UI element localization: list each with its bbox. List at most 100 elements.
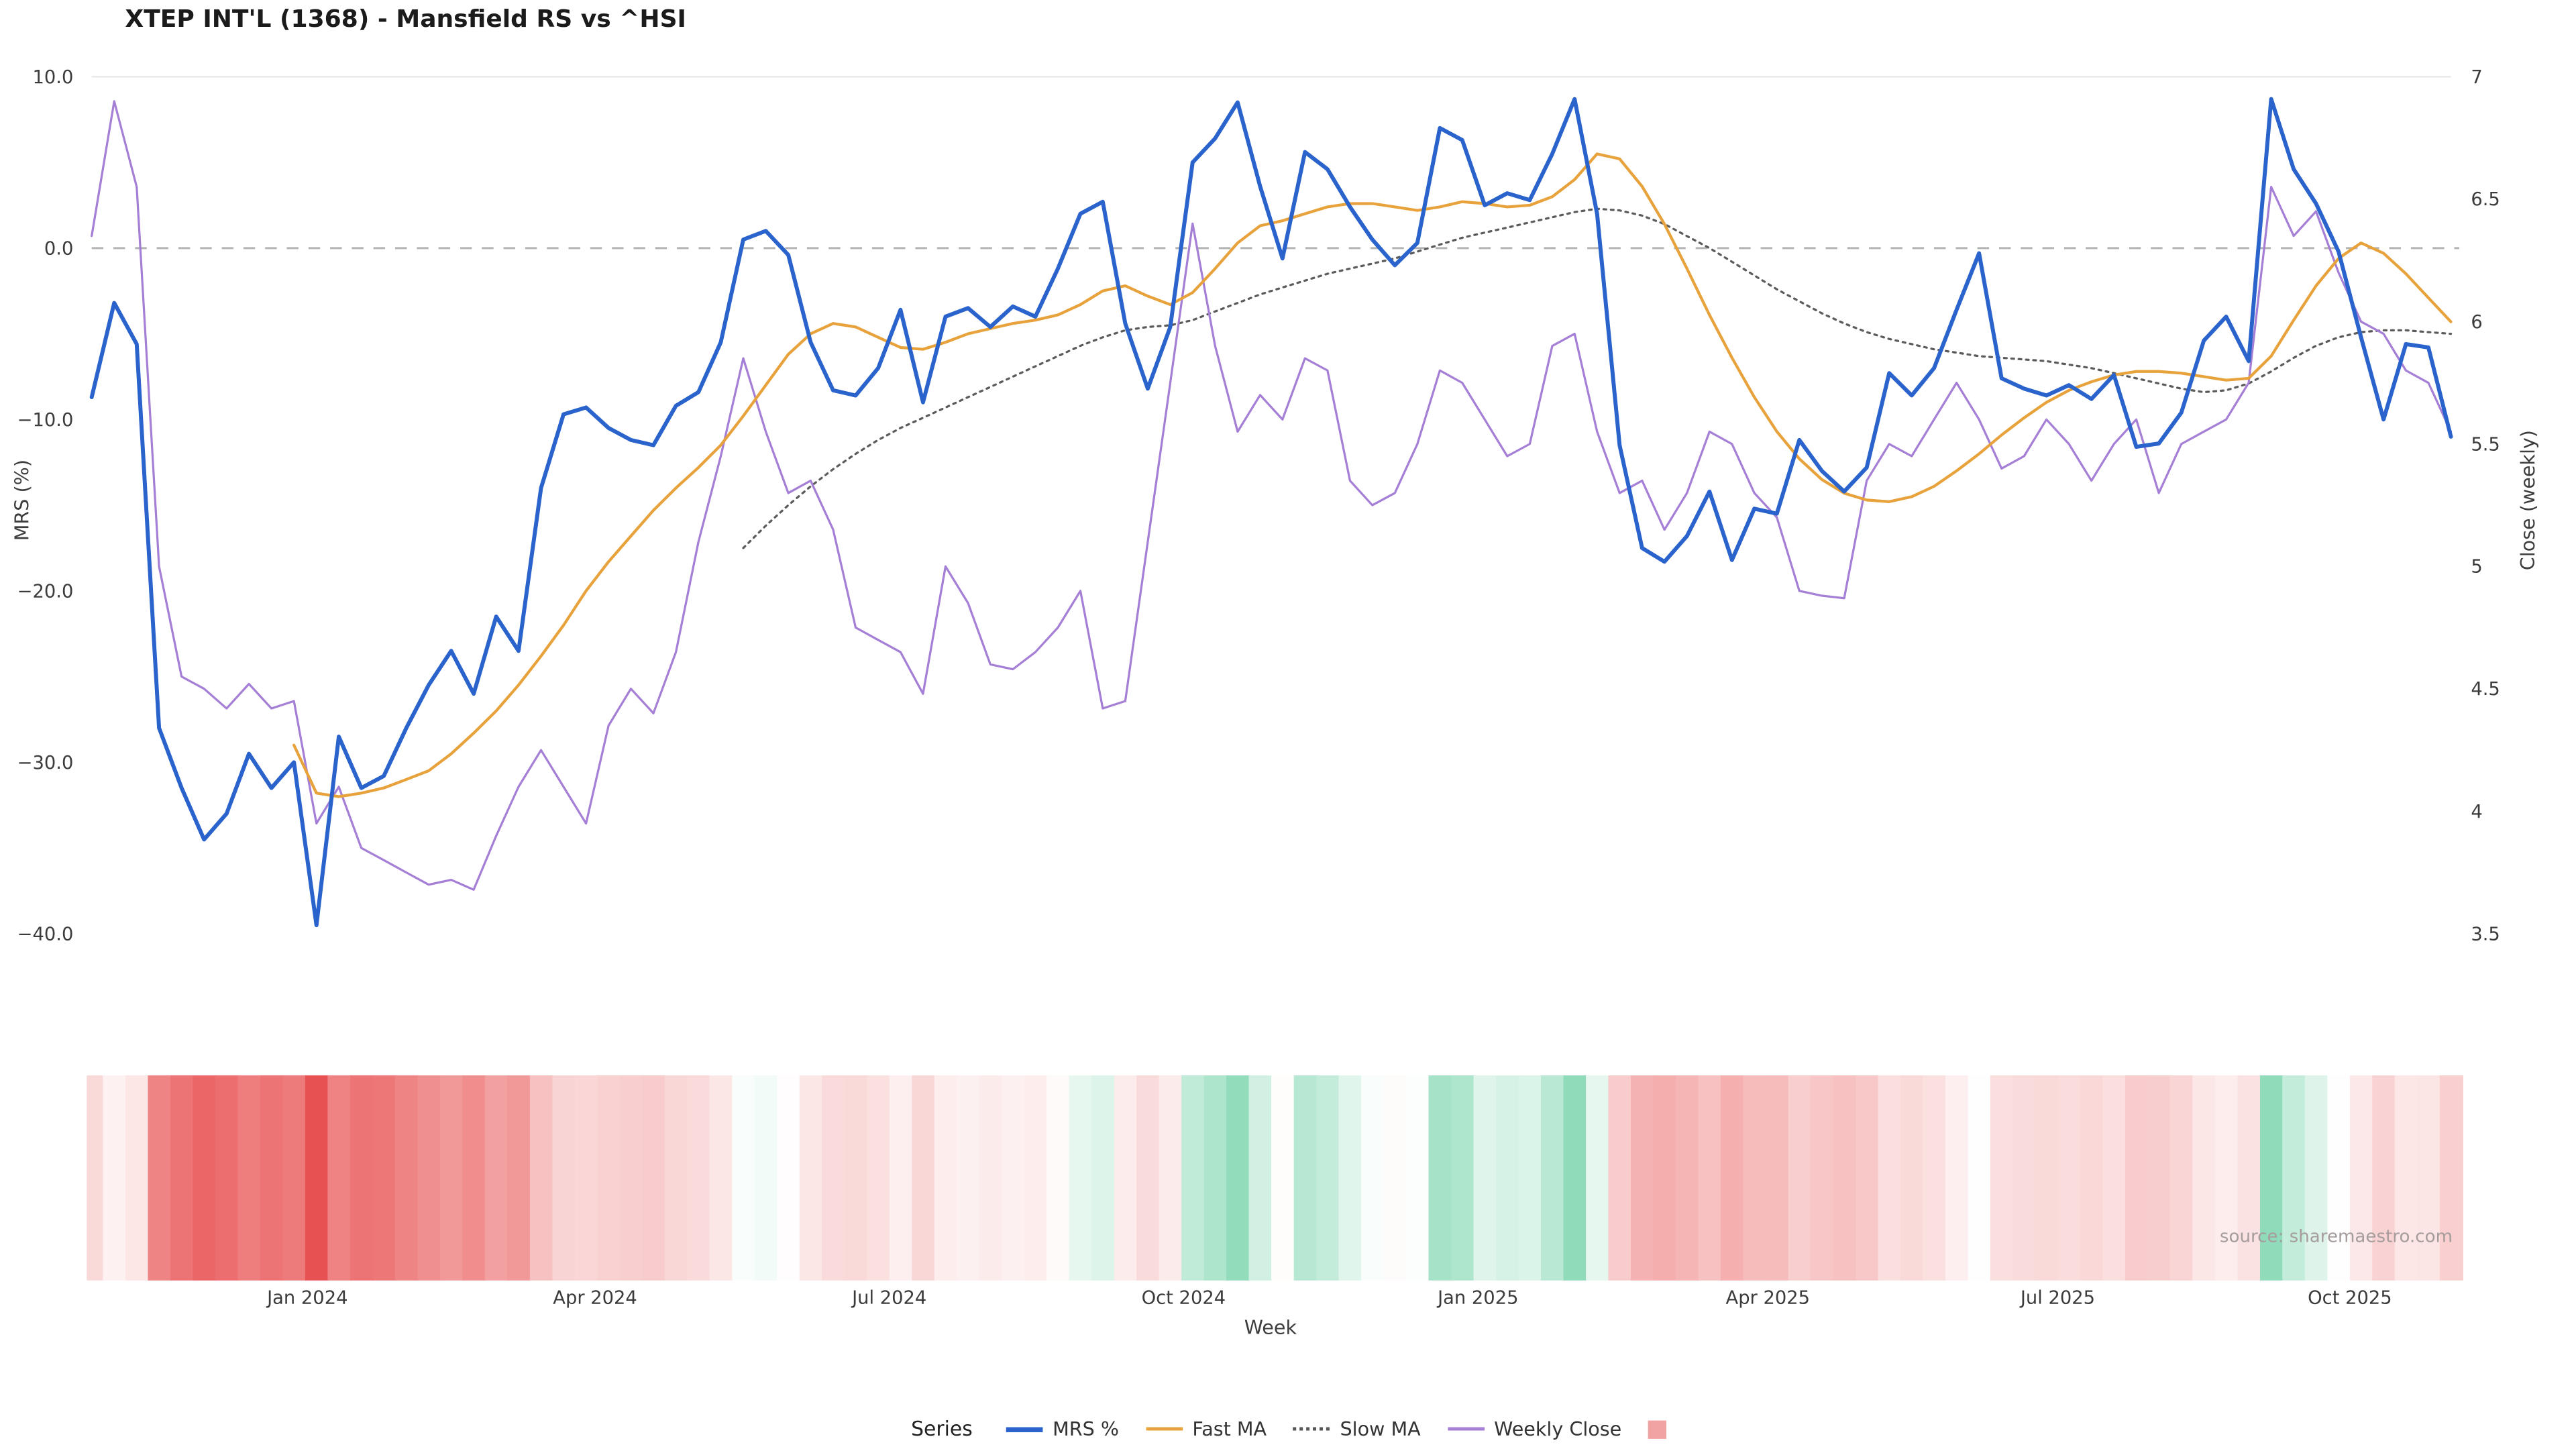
heatmap-cell bbox=[1473, 1075, 1497, 1281]
heatmap-cell bbox=[260, 1075, 284, 1281]
x-tick-label: Jan 2024 bbox=[266, 1288, 347, 1309]
heatmap-cell bbox=[1833, 1075, 1857, 1281]
heatmap-cell bbox=[1203, 1075, 1228, 1281]
heatmap-cell bbox=[1698, 1075, 1722, 1281]
legend-item-slow-ma[interactable]: Slow MA bbox=[1293, 1417, 1421, 1440]
heatmap-cell bbox=[1856, 1075, 1880, 1281]
y-axis-label-right: Close (weekly) bbox=[2516, 430, 2540, 571]
heatmap-cell bbox=[1226, 1075, 1250, 1281]
heatmap-cell bbox=[1069, 1075, 1093, 1281]
heatmap-cell bbox=[2439, 1075, 2463, 1281]
heatmap-cell bbox=[687, 1075, 711, 1281]
heatmap-cell bbox=[2012, 1075, 2037, 1281]
heatmap-cell bbox=[1338, 1075, 1362, 1281]
fast-ma-swatch bbox=[1145, 1427, 1183, 1431]
heatmap-cell bbox=[1630, 1075, 1655, 1281]
heatmap-cell bbox=[642, 1075, 666, 1281]
heatmap-cell bbox=[1990, 1075, 2014, 1281]
x-tick-label: Oct 2025 bbox=[2308, 1288, 2392, 1309]
y-left-tick-label: −30.0 bbox=[17, 753, 74, 773]
heatmap-cell bbox=[1406, 1075, 1430, 1281]
heatmap-cell bbox=[1181, 1075, 1205, 1281]
x-tick-label: Apr 2024 bbox=[553, 1288, 637, 1309]
heatmap-cell bbox=[1114, 1075, 1138, 1281]
heatmap-cell bbox=[709, 1075, 733, 1281]
heatmap-cell bbox=[664, 1075, 688, 1281]
heatmap-cell bbox=[934, 1075, 958, 1281]
heatmap-cell bbox=[193, 1075, 217, 1281]
heatmap-cell bbox=[597, 1075, 621, 1281]
heatmap-cell bbox=[1428, 1075, 1452, 1281]
y-right-tick-label: 6 bbox=[2471, 312, 2482, 333]
heatmap-cell bbox=[844, 1075, 868, 1281]
heatmap-cell bbox=[148, 1075, 172, 1281]
heatmap-cell bbox=[552, 1075, 576, 1281]
y-right-tick-label: 7 bbox=[2471, 67, 2482, 88]
heatmap-cell bbox=[305, 1075, 329, 1281]
heatmap-cell bbox=[2035, 1075, 2059, 1281]
heatmap-cell bbox=[1518, 1075, 1542, 1281]
x-tick-label: Jan 2025 bbox=[1436, 1288, 1518, 1309]
heatmap-cell bbox=[2080, 1075, 2104, 1281]
heatmap-cell bbox=[867, 1075, 891, 1281]
heatmap-cell bbox=[912, 1075, 936, 1281]
y-right-tick-label: 5.5 bbox=[2471, 434, 2500, 455]
heatmap-cell bbox=[1720, 1075, 1744, 1281]
y-left-tick-label: 0.0 bbox=[44, 238, 73, 259]
heatmap-cell bbox=[1091, 1075, 1116, 1281]
heatmap-cell bbox=[1024, 1075, 1048, 1281]
heatmap-cell bbox=[1968, 1075, 1992, 1281]
heatmap-cell bbox=[2125, 1075, 2149, 1281]
legend-items: MRS % Fast MA Slow MA Weekly Close bbox=[1006, 1417, 1667, 1441]
x-tick-label: Jul 2025 bbox=[2019, 1288, 2095, 1309]
legend-item-mrs[interactable]: MRS % bbox=[1006, 1417, 1120, 1441]
weekly-close-swatch bbox=[1447, 1427, 1485, 1431]
legend-item-fast-ma[interactable]: Fast MA bbox=[1145, 1417, 1267, 1441]
heatmap-cell bbox=[2169, 1075, 2194, 1281]
heatmap-cell bbox=[1046, 1075, 1071, 1281]
heatmap-cell bbox=[2394, 1075, 2418, 1281]
heatmap-cell bbox=[1923, 1075, 1947, 1281]
heatmap-cell bbox=[1676, 1075, 1700, 1281]
heatmap-cell bbox=[1248, 1075, 1273, 1281]
weekly-close-line bbox=[91, 100, 2453, 891]
heatmap-cell bbox=[2102, 1075, 2127, 1281]
legend: Series MRS % Fast MA Slow MA Weekly Close bbox=[911, 1417, 1667, 1441]
heatmap-cell bbox=[1653, 1075, 1677, 1281]
slow-ma-line bbox=[742, 207, 2453, 549]
heatmap-cell bbox=[170, 1075, 195, 1281]
heatmap-cell bbox=[1586, 1075, 1610, 1281]
y-left-tick-label: −20.0 bbox=[17, 581, 74, 602]
legend-item-weekly-close[interactable]: Weekly Close bbox=[1447, 1417, 1621, 1440]
x-tick-label: Apr 2025 bbox=[1726, 1288, 1811, 1309]
heatmap-cell bbox=[1271, 1075, 1295, 1281]
heatmap-cell bbox=[103, 1075, 127, 1281]
heatmap-cell bbox=[1766, 1075, 1790, 1281]
heatmap-cell bbox=[2057, 1075, 2082, 1281]
y-right-tick-label: 6.5 bbox=[2471, 189, 2500, 210]
legend-item-label: MRS % bbox=[1053, 1417, 1120, 1441]
heatmap-cell bbox=[237, 1075, 262, 1281]
heatmap-cell bbox=[87, 1075, 104, 1281]
source-attribution: source: sharemaestro.com bbox=[2219, 1227, 2453, 1248]
heatmap-swatch bbox=[1648, 1419, 1667, 1438]
heatmap-cell bbox=[1945, 1075, 1970, 1281]
heatmap-cell bbox=[1878, 1075, 1902, 1281]
slow-ma-swatch bbox=[1293, 1427, 1330, 1431]
heatmap-cell bbox=[529, 1075, 553, 1281]
heatmap-cell bbox=[2417, 1075, 2441, 1281]
heatmap-cell bbox=[282, 1075, 307, 1281]
legend-item-label: Fast MA bbox=[1192, 1417, 1267, 1441]
heatmap-cell bbox=[957, 1075, 981, 1281]
legend-item-heatmap[interactable] bbox=[1648, 1419, 1667, 1438]
heatmap-cell bbox=[822, 1075, 846, 1281]
heatmap-cell bbox=[1451, 1075, 1475, 1281]
x-tick-label: Oct 2024 bbox=[1142, 1288, 1226, 1309]
heatmap-cell bbox=[1788, 1075, 1812, 1281]
heatmap-cell bbox=[979, 1075, 1003, 1281]
x-tick-label: Jul 2024 bbox=[851, 1288, 926, 1309]
heatmap-cell bbox=[2214, 1075, 2239, 1281]
heatmap-cell bbox=[2327, 1075, 2351, 1281]
heatmap-cell bbox=[1293, 1075, 1318, 1281]
